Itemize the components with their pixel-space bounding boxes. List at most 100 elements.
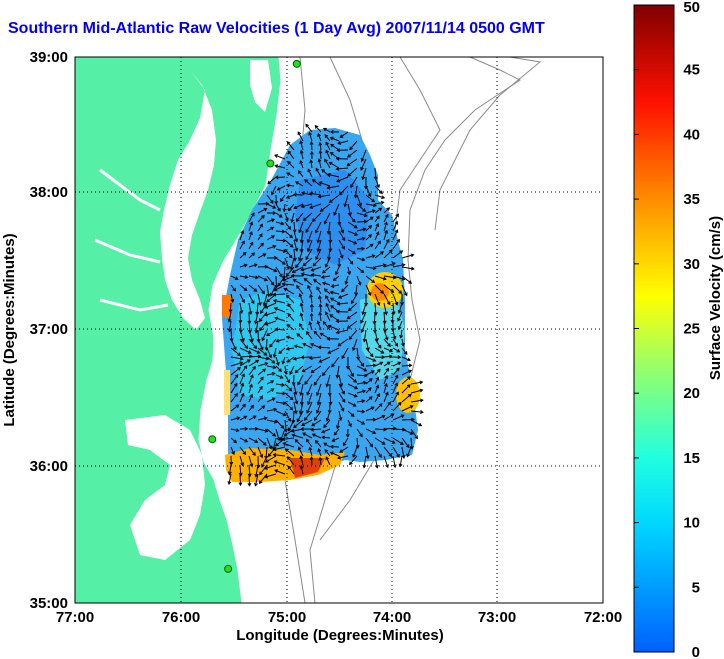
- velocity-vector-head: [350, 373, 354, 378]
- velocity-vector-head: [381, 441, 386, 445]
- velocity-vector-head: [331, 363, 335, 368]
- velocity-vector-head: [349, 461, 353, 466]
- velocity-vector: [239, 393, 245, 403]
- velocity-vector-head: [279, 375, 284, 379]
- velocity-vector: [270, 284, 277, 296]
- velocity-vector: [265, 455, 277, 463]
- y-tick-label: 38:00: [30, 184, 68, 201]
- velocity-vector: [248, 264, 257, 268]
- velocity-vector: [282, 275, 295, 282]
- colorbar-tick-label: 45: [683, 62, 700, 79]
- velocity-vector-head: [242, 251, 247, 256]
- velocity-vector: [338, 293, 349, 299]
- velocity-vector: [300, 230, 304, 243]
- velocity-vector: [284, 365, 287, 374]
- velocity-vector-head: [229, 461, 234, 466]
- velocity-vector: [257, 405, 265, 412]
- velocity-vector: [332, 437, 340, 442]
- velocity-vector: [248, 222, 253, 232]
- velocity-vector-head: [269, 343, 273, 348]
- velocity-vector-head: [323, 424, 327, 429]
- velocity-vector: [383, 302, 387, 315]
- velocity-vector: [280, 428, 286, 441]
- velocity-vector-head: [335, 166, 340, 171]
- velocity-vector-head: [361, 421, 366, 425]
- velocity-vector: [347, 266, 351, 275]
- velocity-vector-head: [361, 409, 366, 414]
- velocity-vector-head: [375, 231, 380, 236]
- velocity-vector: [392, 338, 398, 347]
- velocity-vector: [284, 221, 291, 230]
- velocity-vector: [401, 347, 408, 355]
- velocity-vector: [356, 356, 364, 367]
- velocity-vector: [374, 194, 385, 199]
- velocity-vector: [297, 131, 304, 142]
- velocity-vector: [324, 158, 331, 169]
- velocity-vector-head: [388, 453, 393, 458]
- velocity-vector: [392, 264, 405, 268]
- velocity-vector-head: [287, 427, 292, 432]
- velocity-vector: [248, 320, 251, 333]
- velocity-vector: [275, 230, 285, 233]
- velocity-vector: [329, 194, 340, 203]
- velocity-vector-head: [384, 374, 389, 379]
- velocity-vector: [338, 383, 345, 395]
- velocity-vector-head: [253, 263, 258, 268]
- velocity-vector-head: [370, 406, 375, 411]
- velocity-vector-head: [309, 141, 314, 145]
- velocity-vector: [266, 226, 274, 232]
- velocity-vector: [392, 414, 405, 421]
- velocity-vector-head: [329, 451, 334, 456]
- velocity-vector: [230, 446, 235, 455]
- velocity-vector: [257, 395, 263, 403]
- velocity-vector: [352, 446, 358, 458]
- velocity-vector-head: [290, 273, 295, 278]
- velocity-vector-head: [324, 158, 328, 163]
- velocity-vector-head: [399, 250, 404, 254]
- velocity-vector-head: [318, 141, 323, 146]
- velocity-vector-head: [309, 205, 314, 209]
- colorbar-tick-label: 50: [683, 0, 700, 16]
- velocity-vector: [274, 284, 286, 291]
- velocity-vector: [329, 161, 340, 169]
- velocity-vector-head: [274, 164, 279, 169]
- velocity-vector-head: [335, 330, 340, 335]
- velocity-vector-head: [353, 240, 358, 245]
- velocity-vector-head: [277, 207, 281, 212]
- velocity-vector: [292, 266, 304, 273]
- velocity-vector: [344, 194, 349, 207]
- velocity-vector: [248, 437, 258, 443]
- velocity-vector-head: [316, 248, 321, 253]
- velocity-vector-head: [261, 405, 266, 409]
- velocity-vector-head: [369, 243, 374, 248]
- velocity-vector: [356, 374, 367, 377]
- velocity-vector-head: [401, 455, 406, 459]
- velocity-vector-head: [294, 439, 299, 443]
- velocity-vector: [325, 150, 331, 160]
- velocity-vector: [374, 377, 379, 385]
- velocity-vector: [257, 417, 267, 421]
- velocity-vector-head: [406, 357, 411, 362]
- colorbar-gradient: [633, 4, 675, 653]
- velocity-vector: [318, 159, 322, 169]
- radar-site-marker: [266, 159, 275, 168]
- velocity-vector-head: [286, 456, 291, 460]
- velocity-vector-head: [240, 229, 245, 234]
- velocity-vector: [284, 230, 293, 238]
- velocity-vector: [327, 185, 340, 189]
- velocity-vector-head: [419, 410, 424, 414]
- velocity-vector-head: [240, 382, 245, 387]
- velocity-vector: [266, 380, 274, 385]
- velocity-vector-head: [281, 360, 286, 365]
- velocity-vector: [311, 428, 322, 431]
- velocity-vector-head: [334, 271, 339, 276]
- velocity-vector-head: [319, 332, 324, 337]
- velocity-vector: [383, 437, 396, 444]
- velocity-vector-head: [282, 442, 287, 446]
- velocity-vector-head: [323, 288, 328, 293]
- velocity-vector: [338, 401, 345, 412]
- velocity-vector: [374, 240, 381, 250]
- velocity-vector-head: [313, 417, 318, 421]
- velocity-vector: [298, 248, 304, 261]
- velocity-vector: [317, 133, 322, 142]
